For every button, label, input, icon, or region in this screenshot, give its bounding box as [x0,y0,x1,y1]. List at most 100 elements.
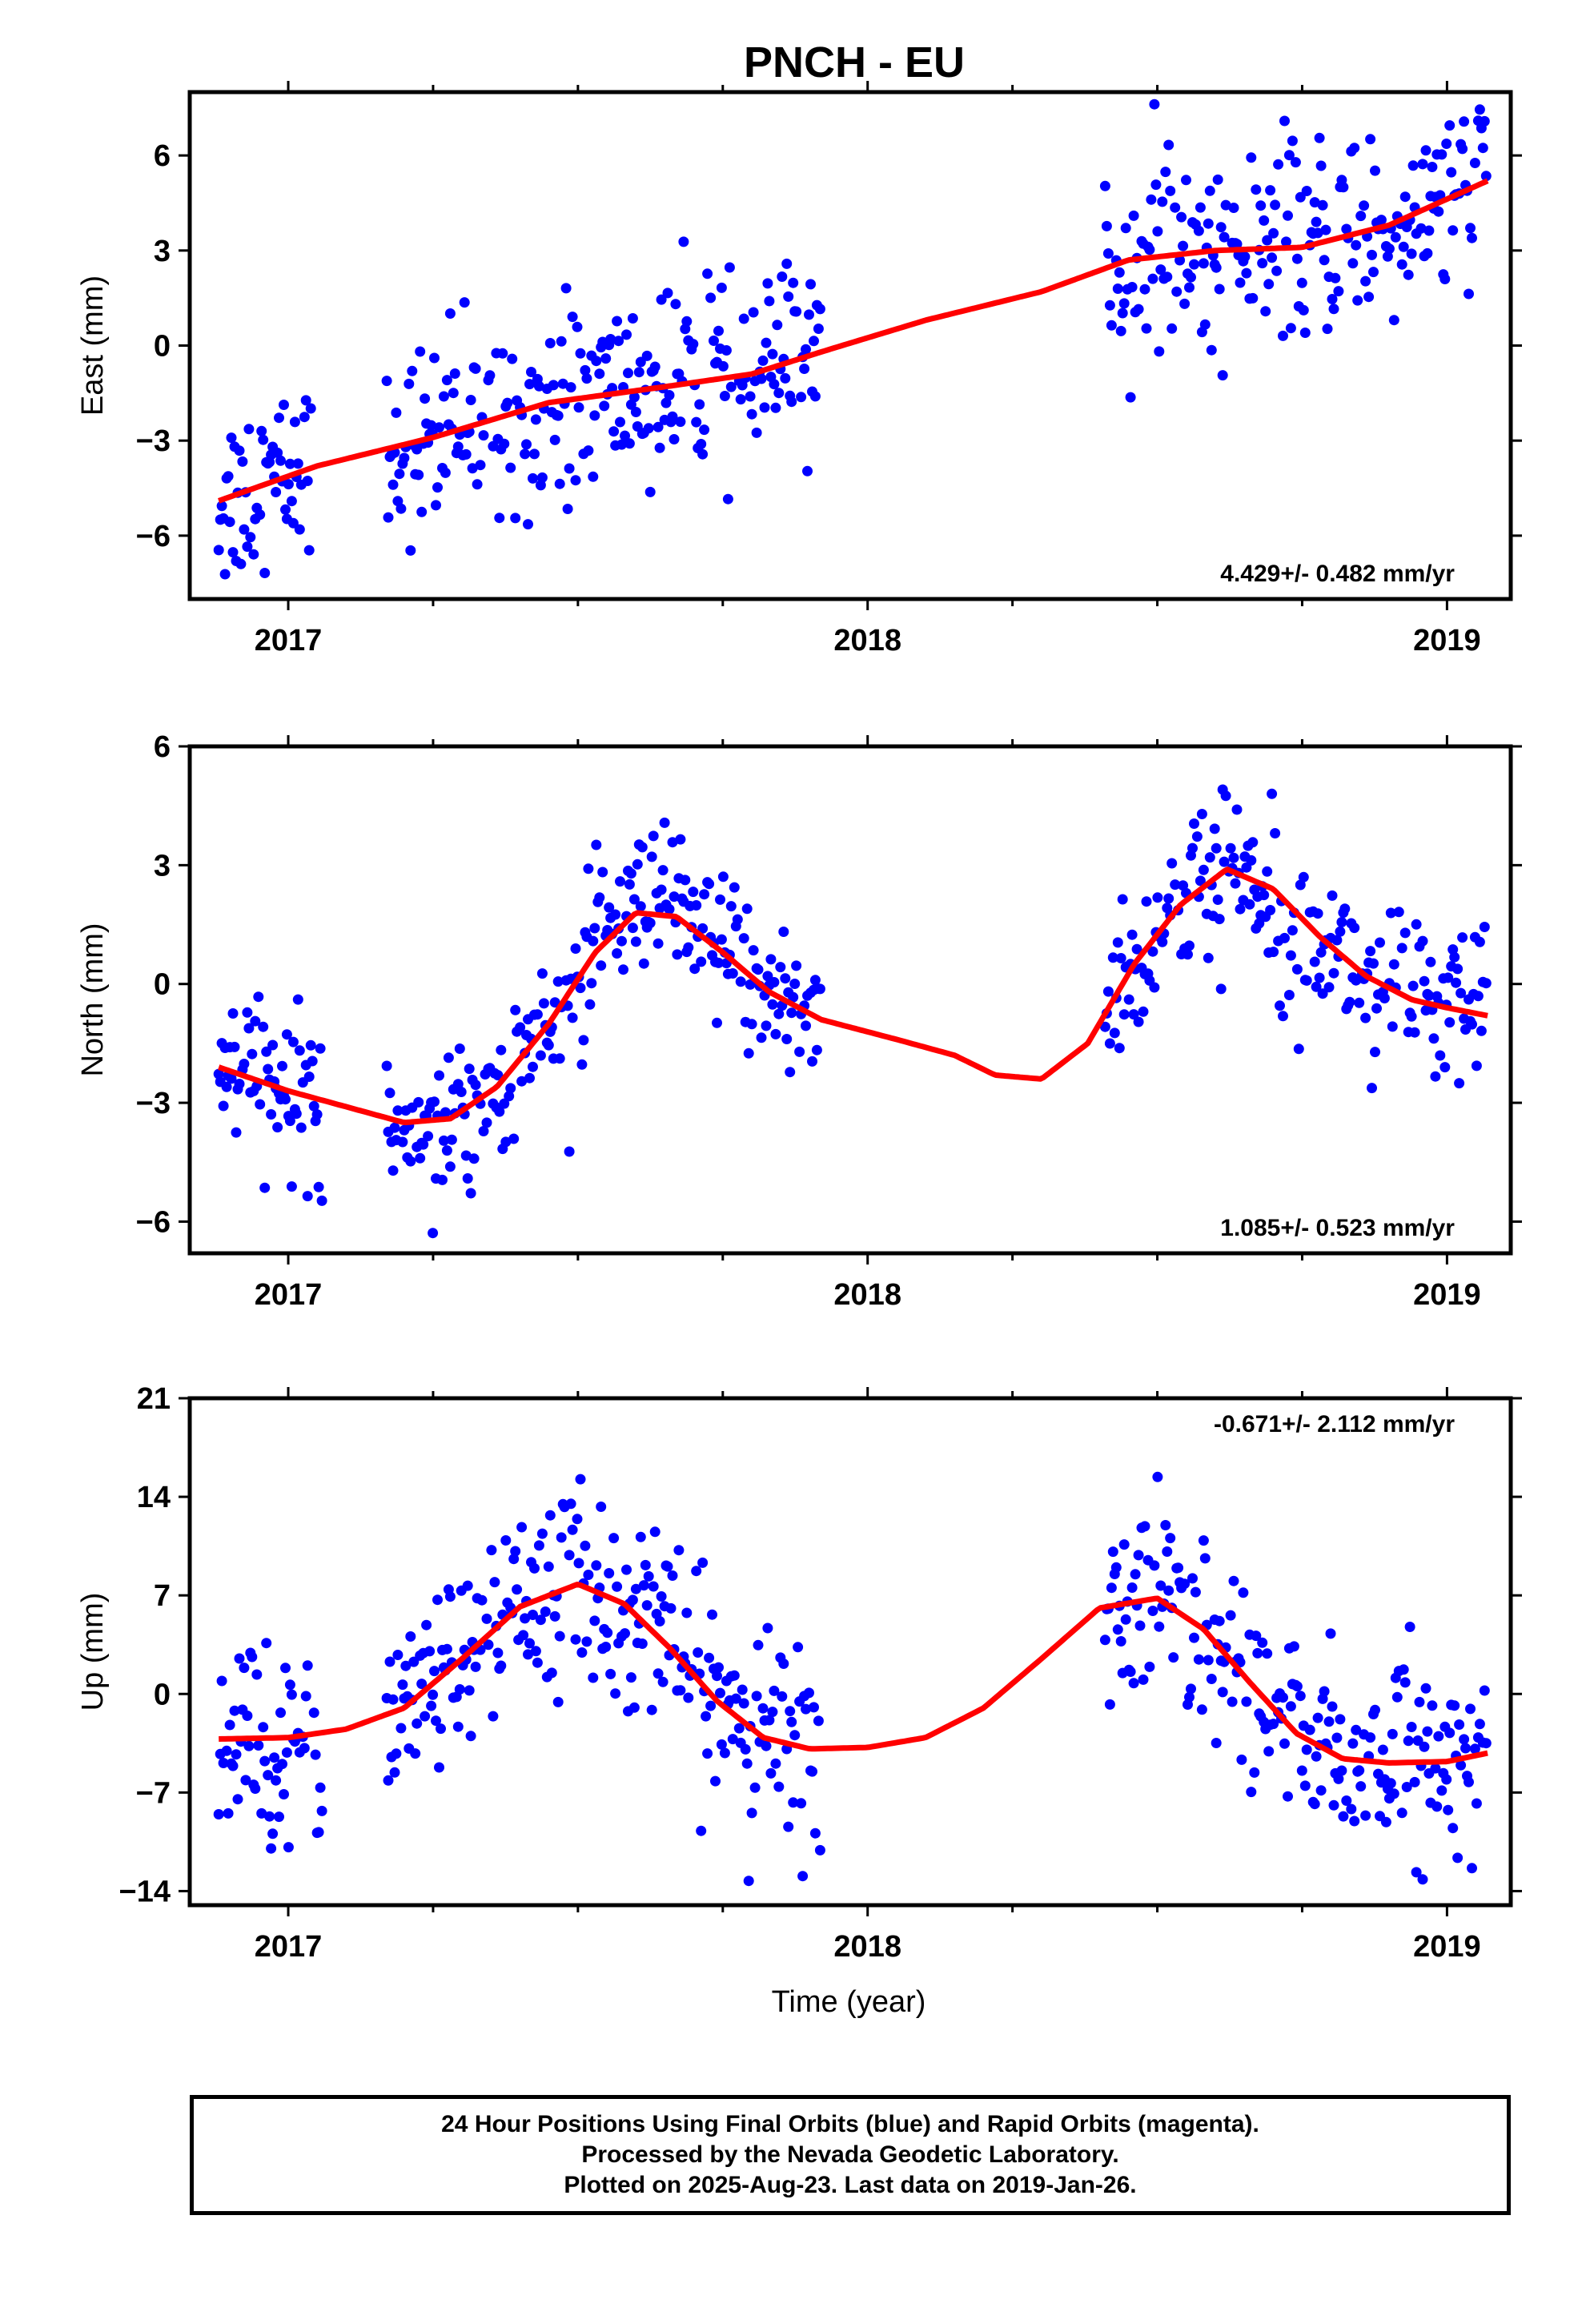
data-point [1398,241,1409,252]
data-point [496,1044,507,1055]
data-point [624,879,635,890]
data-point [1411,919,1422,930]
data-point [415,346,426,357]
data-point [797,1871,809,1882]
data-point [1128,1678,1139,1689]
data-point [1328,1799,1339,1811]
data-point [1315,1785,1327,1796]
data-point [431,1715,441,1727]
data-point [1150,179,1162,191]
data-point [1452,963,1464,975]
x-tick-label: 2019 [1413,1278,1481,1312]
data-point [218,1758,229,1768]
data-point [1460,1743,1471,1754]
data-point [1126,929,1138,940]
fit-line [218,178,1489,504]
data-point [699,424,710,436]
data-point [560,283,572,294]
data-point [1133,304,1144,315]
data-point [1407,980,1419,991]
data-point [633,367,644,378]
data-point [267,1828,279,1839]
data-point [697,923,709,934]
data-point [1155,1580,1166,1591]
data-point [669,434,680,444]
data-point [1428,1033,1439,1044]
data-point [444,308,456,319]
data-point [716,282,727,293]
data-point [683,1692,694,1703]
data-point [307,1055,318,1067]
data-point [809,975,821,986]
data-point [452,1721,464,1732]
data-point [394,468,405,480]
data-point [397,1679,408,1691]
data-point [1420,145,1431,156]
data-point [643,423,654,434]
data-point [1319,1686,1330,1697]
data-point [280,1094,291,1105]
data-point [1456,1759,1467,1771]
data-point [1396,1807,1407,1819]
data-point [713,1662,724,1673]
data-point [536,472,548,483]
data-point [688,887,699,898]
data-point [777,1691,788,1702]
data-point [424,1646,436,1657]
data-point [1139,283,1150,295]
data-point [507,353,518,364]
data-point [1435,1050,1446,1061]
data-point [271,1775,282,1786]
data-point [1406,248,1417,259]
data-point [1267,252,1278,263]
data-point [1433,206,1444,217]
data-point [313,1827,324,1838]
data-point [1244,899,1255,910]
data-point [213,545,224,556]
data-point [644,486,656,497]
y-tick-label: −3 [136,1087,171,1120]
data-point [804,1687,814,1699]
data-point [478,430,489,441]
data-point [1467,232,1477,243]
data-point [699,889,710,900]
data-point [573,402,584,413]
y-tick-label: 7 [154,1579,171,1613]
data-point [1427,162,1438,172]
data-point [696,439,707,449]
data-point [1281,236,1291,247]
data-point [757,1703,769,1714]
data-point [1309,956,1320,967]
data-point [316,1805,327,1816]
data-point [397,1136,408,1148]
data-point [1311,981,1322,992]
data-point [588,471,599,482]
data-point [1238,1587,1249,1598]
data-point [1423,990,1435,1001]
data-point [1287,135,1298,147]
data-point [303,1072,315,1082]
north-panel: −6 −3 0 3 6 2017 2018 2019 North (mm) 1.085+/- 0.… [76,730,1522,1312]
data-point [1444,1017,1456,1028]
data-point [1443,1804,1454,1815]
data-point [275,1707,286,1719]
data-point [751,427,762,438]
data-point [1115,953,1126,963]
data-point [389,1122,400,1133]
data-point [604,1568,615,1578]
data-point [801,344,811,355]
data-point [1325,1628,1336,1639]
data-point [1415,223,1427,234]
data-point [1262,866,1273,877]
data-point [788,991,799,1003]
data-point [580,364,591,376]
data-point [1290,157,1301,168]
data-point [1099,1021,1110,1032]
data-point [1176,211,1187,223]
data-point [733,1723,745,1734]
data-point [1346,1803,1357,1815]
data-point [753,964,764,975]
data-point [261,1046,272,1057]
data-point [1430,1763,1441,1774]
data-point [769,1685,780,1696]
